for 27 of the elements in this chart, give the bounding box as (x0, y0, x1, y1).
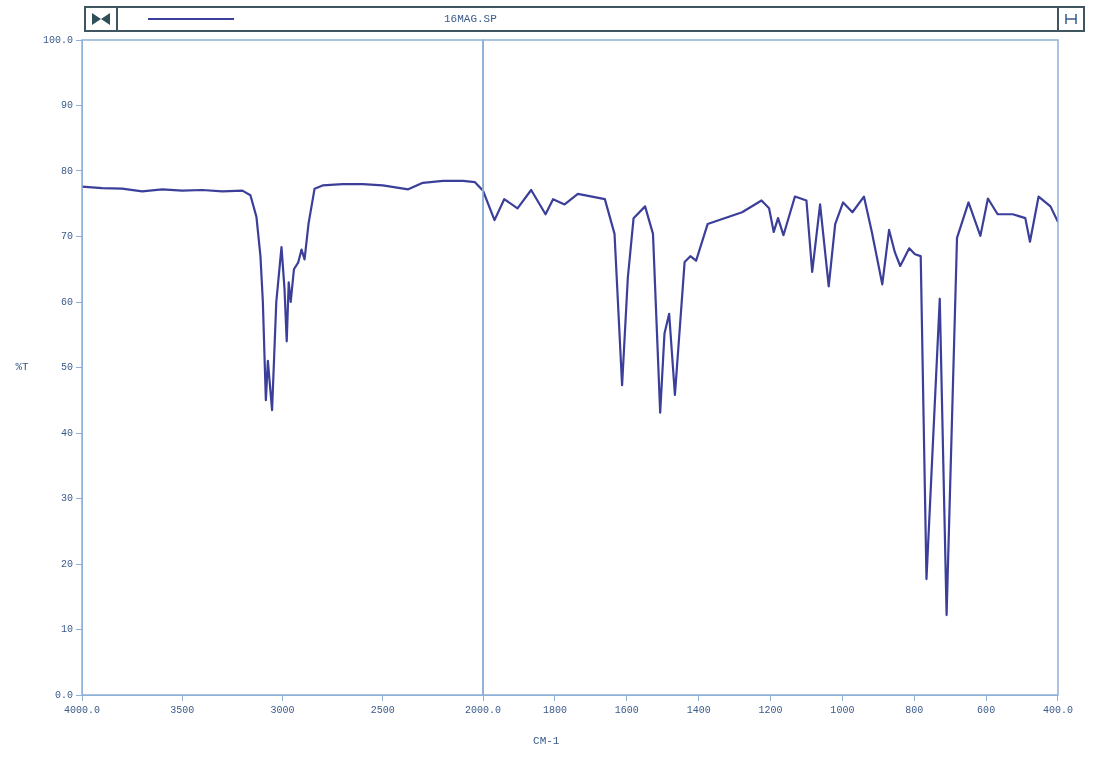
x-tick-label: 3000 (270, 704, 295, 716)
x-tick-label: 2500 (370, 704, 395, 716)
x-tick-label: 600 (977, 704, 996, 716)
x-tick-label: 2000.0 (464, 704, 501, 716)
x-tick-label: 1600 (614, 704, 639, 716)
y-tick-label: 20 (60, 558, 73, 570)
y-tick-label: 100.0 (42, 34, 73, 46)
x-tick-label: 1800 (542, 704, 567, 716)
x-tick-label: 800 (905, 704, 924, 716)
y-tick-label: 80 (60, 165, 73, 177)
y-tick-label: 10 (60, 624, 73, 636)
y-tick-label: 40 (60, 427, 73, 439)
y-axis-title: %T (15, 361, 29, 374)
x-tick-label: 400.0 (1042, 704, 1073, 716)
y-tick-label: 60 (60, 296, 73, 308)
x-tick-label: 1000 (830, 704, 855, 716)
x-tick-label: 1400 (686, 704, 711, 716)
x-tick-label: 3500 (170, 704, 195, 716)
y-tick-label: 90 (60, 100, 73, 112)
x-tick-label: 1200 (758, 704, 783, 716)
y-tick-label: 50 (60, 362, 73, 374)
text: 16MAG.SP (444, 13, 497, 25)
y-tick-label: 30 (60, 493, 73, 505)
y-tick-label: 70 (60, 231, 73, 243)
x-tick-label: 4000.0 (64, 704, 101, 716)
y-tick-label: 0.0 (54, 689, 73, 701)
x-axis-title: CM-1 (533, 734, 560, 747)
